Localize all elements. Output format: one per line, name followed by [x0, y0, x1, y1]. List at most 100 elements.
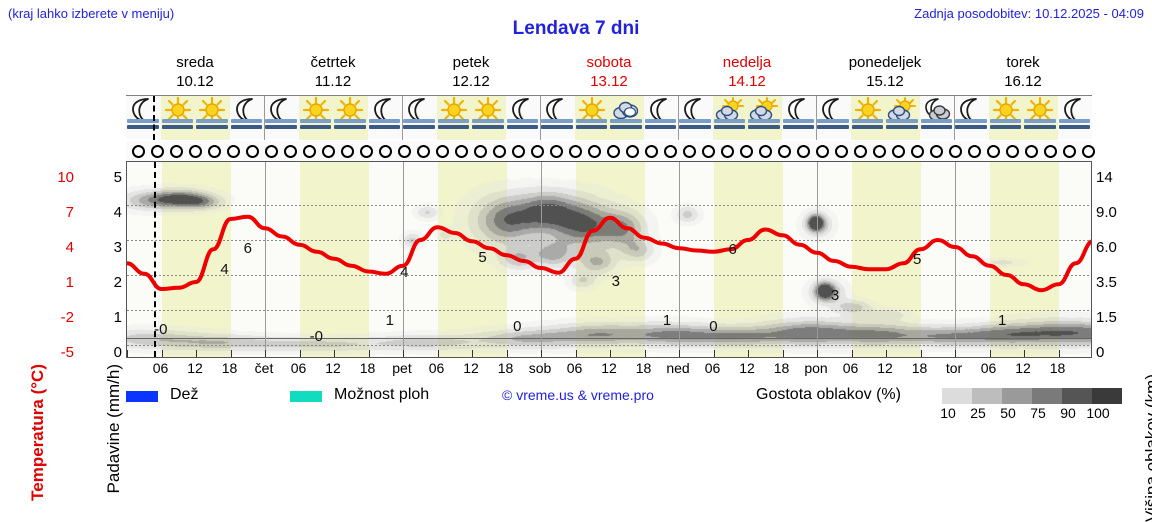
time-tick	[713, 350, 715, 357]
precipitation-axis-title-text: Padavine (mm/h)	[104, 364, 123, 494]
weather-icon-cell	[920, 96, 955, 140]
day-separator	[264, 96, 265, 140]
hour-marker-circle	[550, 145, 563, 158]
wind-bar-upper	[334, 119, 366, 123]
time-tick	[644, 350, 646, 357]
weather-icon-cell	[989, 96, 1024, 140]
location-menu-note[interactable]: (kraj lahko izberete v meniju)	[8, 6, 175, 21]
sun-icon	[1025, 96, 1055, 124]
time-tick	[265, 350, 266, 357]
hour-marker-circle	[398, 145, 411, 158]
weather-icon-cell	[333, 96, 368, 140]
weather-icon-cell	[644, 96, 679, 140]
day-separator	[816, 96, 817, 140]
weather-icon-cell	[126, 96, 161, 140]
day-gridline	[403, 162, 404, 357]
time-axis-label: 06	[980, 360, 997, 376]
rain-legend-label: Dež	[170, 386, 199, 403]
hour-marker-circle	[759, 145, 772, 158]
temperature-value-label: 6	[728, 240, 737, 258]
hour-marker-circle	[379, 145, 392, 158]
cloud-height-tick-labels: 14 9.0 6.0 3.5 1.5 0	[1096, 161, 1126, 361]
temperature-value-label: 6	[243, 239, 252, 257]
temperature-value-label: 1	[662, 311, 672, 329]
wind-bar-upper	[851, 119, 883, 123]
time-tick	[817, 350, 818, 357]
weather-icon-cell	[368, 96, 403, 140]
wind-bar-lower	[334, 125, 366, 129]
time-axis-label: pet	[392, 360, 412, 376]
weather-icon-cell	[954, 96, 989, 140]
temperature-value-label: 1	[385, 311, 394, 329]
last-update-text: Zadnja posodobitev: 10.12.2025 - 04:09	[914, 6, 1144, 21]
time-axis-label: ned	[666, 360, 690, 376]
hour-marker-circle	[1025, 145, 1038, 158]
time-tick	[851, 350, 853, 357]
time-axis-label: sob	[528, 360, 552, 376]
wind-bar-upper	[713, 119, 745, 123]
temp-tick-label: 7	[65, 204, 74, 221]
wind-bar-lower	[1058, 125, 1090, 129]
temperature-value-label: -0	[154, 320, 168, 338]
forecast-plot[interactable]: -0 6 1 5 1 6 3 5 1 4 -0 4 0 3 0	[126, 161, 1092, 358]
hour-marker-circle	[588, 145, 601, 158]
day-header-sobota: sobota 13.12	[540, 50, 678, 94]
wind-bar-lower	[437, 125, 469, 129]
weather-icon-cell	[782, 96, 817, 140]
sun-icon	[991, 96, 1021, 124]
wind-bar-lower	[265, 125, 297, 129]
day-header-band: sreda 10.12 četrtek 11.12 petek 12.12 sobota 13…	[126, 50, 1092, 94]
time-axis-label: 12	[601, 360, 617, 376]
cloud-tick-label: 0	[1096, 344, 1105, 361]
wind-bar-upper	[161, 119, 193, 123]
cloud-density-tick-label: 10	[940, 405, 956, 421]
wind-bar-lower	[989, 125, 1021, 129]
time-tick	[610, 350, 611, 357]
wind-bar-upper	[472, 119, 504, 123]
day-separator	[402, 96, 403, 140]
moon-cloud-icon	[922, 97, 952, 123]
wind-bar-lower	[127, 125, 159, 129]
wind-bar-lower	[920, 125, 952, 129]
time-axis-label: 18	[359, 360, 376, 376]
hour-marker-circle	[360, 145, 373, 158]
copyright-link[interactable]: © vreme.us & vreme.pro	[502, 387, 654, 403]
hour-marker-row	[126, 141, 1095, 161]
cloud-density-tick-label: 90	[1060, 405, 1076, 421]
wind-bar-upper	[748, 119, 780, 123]
time-tick	[403, 350, 404, 357]
day-name: četrtek	[310, 54, 356, 71]
day-header-četrtek: četrtek 11.12	[264, 50, 402, 94]
temp-tick-label: 4	[65, 239, 74, 256]
precipitation-axis-title: Padavine (mm/h)	[84, 168, 123, 493]
wind-bar-upper	[886, 119, 918, 123]
time-axis-label: 06	[152, 360, 169, 376]
weather-icon-cell	[506, 96, 541, 140]
hour-marker-circle	[607, 145, 620, 158]
hour-marker-circle	[778, 145, 791, 158]
cloud-tick-label: 6.0	[1096, 239, 1117, 256]
temp-tick-label: -5	[60, 344, 74, 361]
time-tick	[1024, 350, 1025, 357]
time-tick	[541, 350, 542, 357]
hour-marker-circle	[132, 145, 145, 158]
prec-tick-label: 2	[113, 274, 122, 291]
day-date: 13.12	[590, 73, 628, 90]
wind-bar-lower	[196, 125, 228, 129]
hour-marker-circle	[626, 145, 639, 158]
weather-icon-cell	[195, 96, 230, 140]
time-axis-label: čet	[254, 360, 274, 376]
wind-bar-upper	[782, 119, 814, 123]
temperature-value-label: 4	[400, 264, 409, 282]
hour-marker-circle	[892, 145, 905, 158]
wind-bar-lower	[610, 125, 642, 129]
showers-legend-label: Možnost ploh	[334, 386, 430, 403]
weather-icon-cell	[575, 96, 610, 140]
time-tick-marks	[127, 350, 1091, 357]
weather-icon-cell	[816, 96, 851, 140]
hour-marker-circle	[854, 145, 867, 158]
temperature-tick-labels: 10 7 4 1 -2 -5	[30, 161, 74, 361]
time-tick	[437, 350, 439, 357]
weather-icon-cell	[885, 96, 920, 140]
day-header-sreda: sreda 10.12	[126, 50, 264, 94]
